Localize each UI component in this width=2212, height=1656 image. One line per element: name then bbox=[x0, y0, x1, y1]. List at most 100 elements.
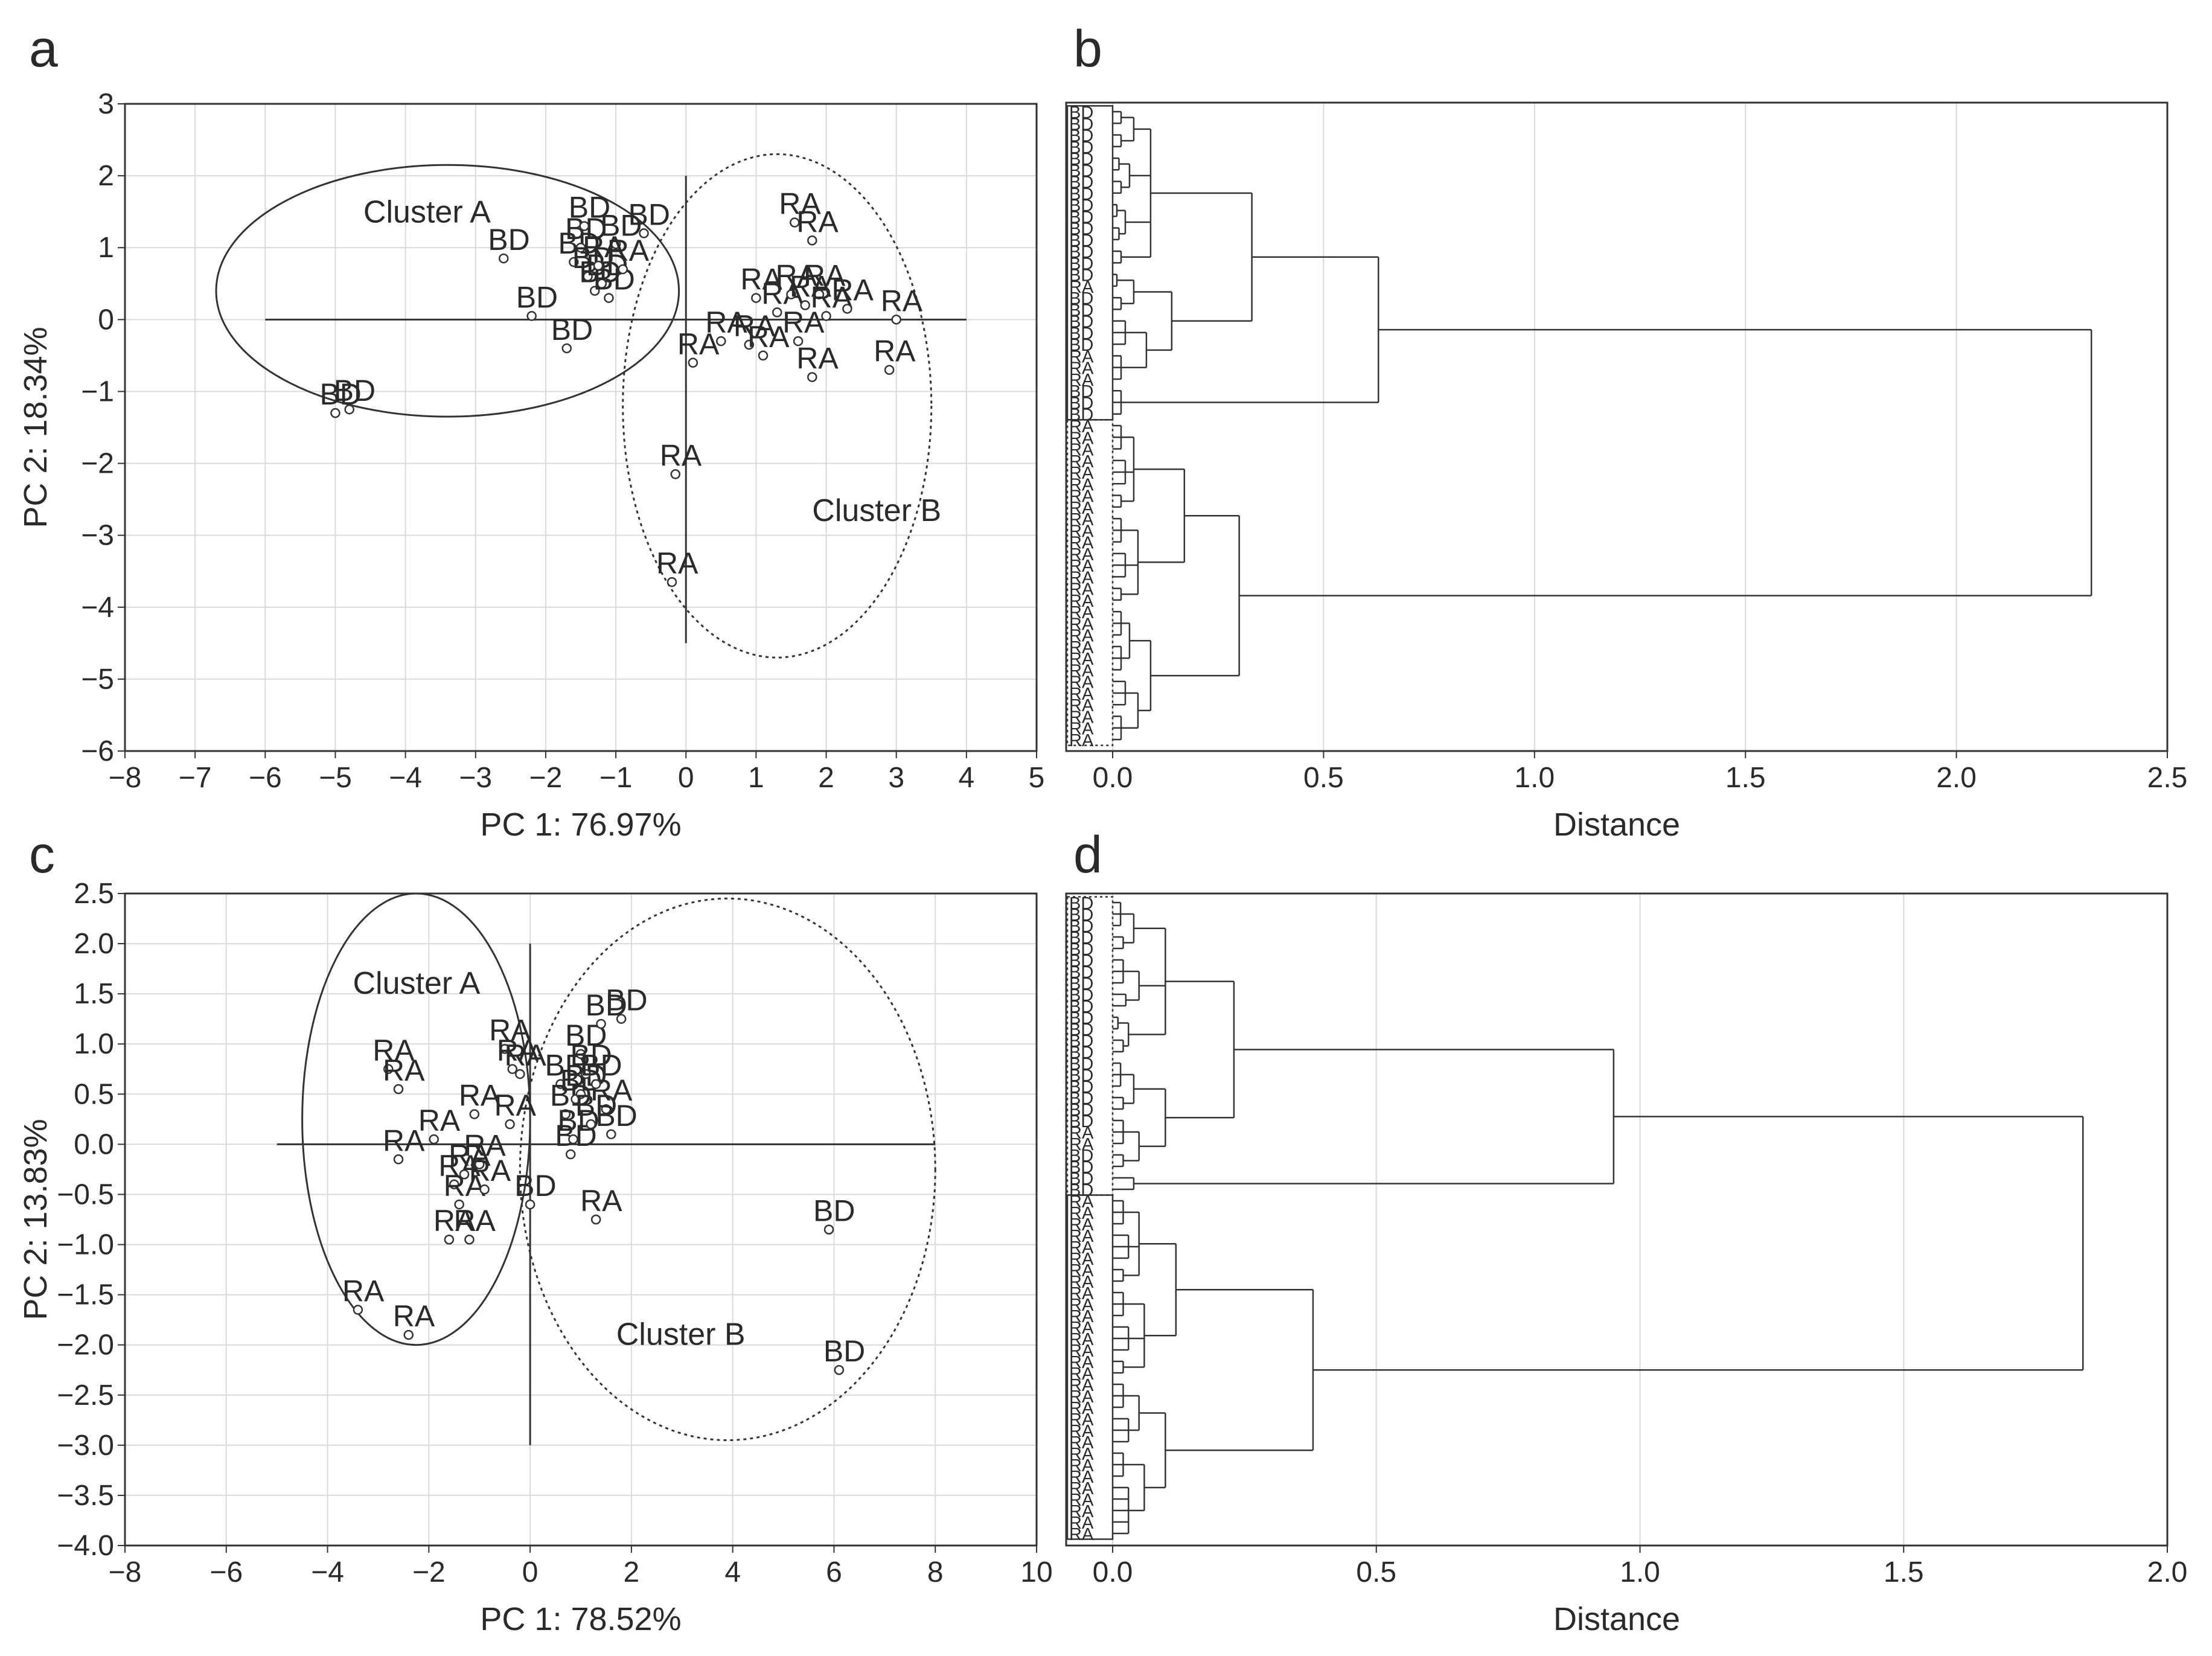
leaf-label: BD bbox=[1069, 1146, 1093, 1166]
panel-b-dendrogram: 0.0 0.5 1.0 1.5 2.0 2.5BDBDBDBDBDBDBDBDBDBDBD… bbox=[1065, 101, 2187, 843]
y-tick-label: 2.0 bbox=[74, 928, 114, 960]
point-label: BD bbox=[606, 983, 647, 1017]
y-tick-label: −1 bbox=[81, 376, 114, 408]
leaf-label: BD bbox=[1069, 220, 1093, 239]
leaf-label: BD bbox=[1069, 1009, 1093, 1028]
point-label: RA bbox=[383, 1053, 425, 1087]
x-tick-label: 2 bbox=[818, 762, 834, 794]
leaf-label: BD bbox=[1069, 940, 1093, 959]
leaf-label: BD bbox=[1069, 127, 1093, 146]
data-point bbox=[561, 343, 572, 354]
leaf-label: BD bbox=[1069, 266, 1093, 286]
point-label: RA bbox=[342, 1274, 385, 1308]
x-tick-label: −4 bbox=[311, 1556, 344, 1588]
leaf-label: BD bbox=[1069, 138, 1093, 158]
leaf-label: RA bbox=[1069, 1468, 1094, 1487]
y-tick-label: −3 bbox=[81, 520, 114, 552]
leaf-label: RA bbox=[1069, 347, 1094, 366]
data-point bbox=[790, 217, 800, 228]
leaf-label: RA bbox=[1069, 731, 1094, 750]
leaf-label: BD bbox=[1069, 150, 1093, 169]
x-tick-label: 1 bbox=[748, 762, 764, 794]
cluster-ellipse-a bbox=[301, 892, 531, 1346]
y-tick-label: −3.0 bbox=[57, 1430, 114, 1462]
panel-b-letter: b bbox=[1073, 20, 1102, 78]
data-point bbox=[353, 1305, 363, 1315]
data-point bbox=[786, 289, 796, 299]
cluster-label: Cluster B bbox=[812, 493, 941, 528]
leaf-label: BD bbox=[1069, 382, 1093, 401]
cluster-label: Cluster A bbox=[353, 966, 481, 1001]
y-axis-title: PC 2: 13.83% bbox=[18, 1119, 54, 1320]
point-label: RA bbox=[497, 1034, 539, 1067]
x-tick-label: 0 bbox=[522, 1556, 539, 1588]
panel-a-pca-scatter: −8 −7 −6 −5 −4 −3 −2 −1 0 1 2 3 4 5 −6 −5 −4 −3 −2 −1 0 1 2 3 Cl… bbox=[18, 88, 1044, 843]
data-point bbox=[464, 1234, 475, 1245]
leaf-label: BD bbox=[1069, 208, 1093, 227]
leaf-label: BD bbox=[1069, 336, 1093, 355]
point-label: RA bbox=[779, 187, 821, 221]
point-label: RA bbox=[677, 327, 720, 361]
cluster-label: Cluster A bbox=[363, 195, 491, 230]
y-tick-label: −4.0 bbox=[57, 1530, 114, 1562]
data-point bbox=[474, 1159, 485, 1169]
x-tick-label: 0.0 bbox=[1093, 762, 1133, 794]
data-point bbox=[429, 1134, 439, 1145]
leaf-label: BD bbox=[1069, 173, 1093, 193]
point-label: RA bbox=[372, 1034, 415, 1067]
data-point bbox=[393, 1154, 404, 1165]
y-axis-title: PC 2: 18.34% bbox=[18, 327, 54, 528]
leaf-label: BD bbox=[1069, 1066, 1093, 1085]
x-tick-label: −3 bbox=[459, 762, 492, 794]
data-point bbox=[590, 1079, 601, 1089]
leaf-label: BD bbox=[1069, 906, 1093, 925]
data-point bbox=[583, 271, 593, 282]
point-label: RA bbox=[607, 234, 650, 267]
data-point bbox=[716, 336, 726, 347]
leaf-label: BD bbox=[1069, 231, 1093, 251]
y-tick-label: 2.5 bbox=[74, 878, 114, 910]
point-label: BD bbox=[575, 1089, 617, 1122]
leaf-label: RA bbox=[1069, 627, 1094, 646]
point-label: BD bbox=[488, 223, 529, 257]
x-axis-title: Distance bbox=[1553, 807, 1680, 843]
point-label: BD bbox=[580, 1049, 622, 1082]
point-label: BD bbox=[516, 280, 558, 314]
data-point bbox=[507, 1064, 517, 1075]
point-label: RA bbox=[881, 284, 923, 318]
x-tick-label: 2.0 bbox=[1936, 762, 1977, 794]
leaf-label: BD bbox=[1069, 951, 1093, 971]
y-tick-label: 0 bbox=[98, 304, 114, 336]
data-point bbox=[499, 1044, 510, 1054]
x-tick-label: −6 bbox=[209, 1556, 243, 1588]
point-label: RA bbox=[504, 1038, 546, 1072]
point-label: BD bbox=[551, 313, 593, 347]
leaf-label: RA bbox=[1069, 1456, 1094, 1475]
data-point bbox=[575, 242, 586, 253]
leaf-label: RA bbox=[1069, 1204, 1094, 1223]
leaf-label: RA bbox=[1069, 1341, 1094, 1361]
point-label: RA bbox=[734, 309, 776, 343]
data-point bbox=[751, 293, 761, 303]
leaf-label: RA bbox=[1069, 708, 1094, 727]
point-label: BD bbox=[823, 1334, 865, 1368]
y-tick-label: 0.5 bbox=[74, 1078, 114, 1110]
data-point bbox=[565, 1149, 576, 1160]
x-tick-label: 5 bbox=[1029, 762, 1045, 794]
leaf-label: BD bbox=[1069, 394, 1093, 413]
leaf-label: RA bbox=[1069, 557, 1094, 576]
leaf-label: RA bbox=[1069, 475, 1094, 494]
leaf-label: RA bbox=[1069, 1135, 1094, 1154]
data-point bbox=[589, 286, 600, 296]
point-label: RA bbox=[580, 1184, 622, 1218]
leaf-label: RA bbox=[1069, 441, 1094, 460]
leaf-label: RA bbox=[1069, 1353, 1094, 1372]
point-label: BD bbox=[570, 1038, 612, 1072]
data-point bbox=[814, 289, 825, 299]
data-point bbox=[590, 1214, 601, 1225]
data-point bbox=[616, 1014, 627, 1024]
leaf-label: RA bbox=[1069, 638, 1094, 657]
x-tick-label: −7 bbox=[179, 762, 212, 794]
data-point bbox=[604, 293, 614, 303]
